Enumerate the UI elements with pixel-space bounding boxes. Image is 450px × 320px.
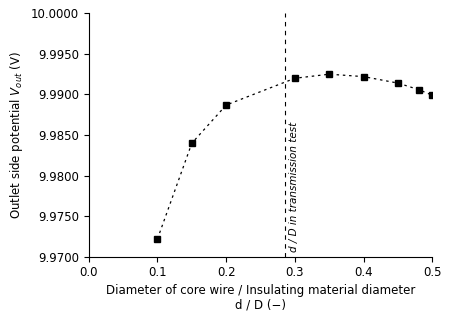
X-axis label: Diameter of core wire / Insulating material diameter
d / D (−): Diameter of core wire / Insulating mater… <box>106 284 415 312</box>
Y-axis label: Outlet side potential $V_{out}$ (V): Outlet side potential $V_{out}$ (V) <box>9 51 25 219</box>
Text: d / D in transmission test: d / D in transmission test <box>289 122 299 252</box>
